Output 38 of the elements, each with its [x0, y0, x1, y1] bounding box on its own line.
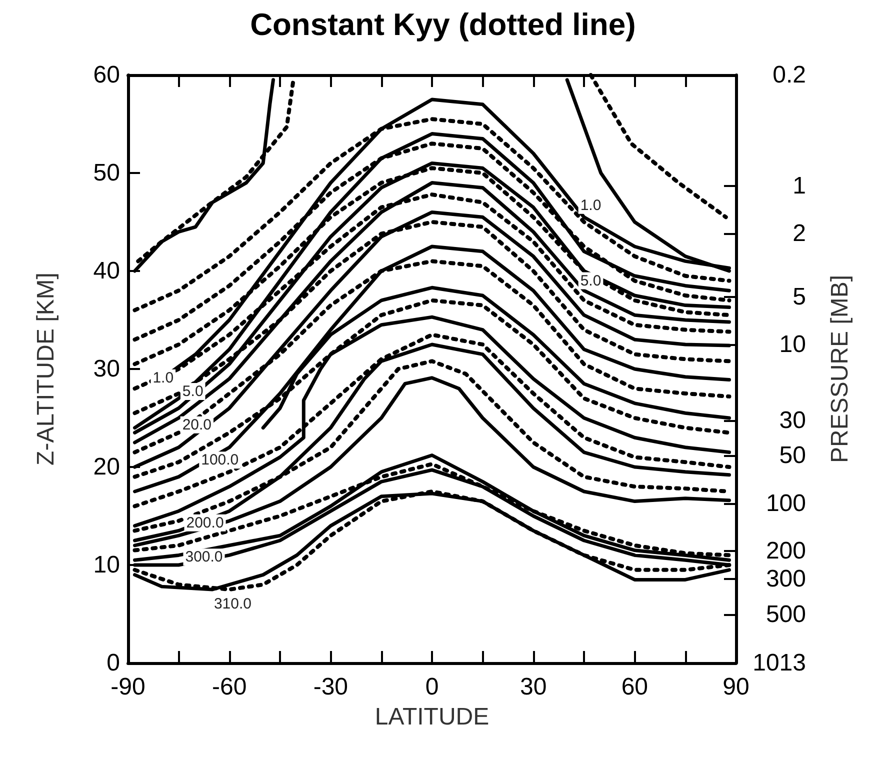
- y2-tick-label: 100: [766, 490, 806, 517]
- y2-tick-label: 30: [779, 406, 806, 434]
- y2-tick-label: 2: [792, 220, 806, 248]
- y2-tick-label: 1013: [752, 650, 806, 676]
- annotation: 5.0: [580, 272, 602, 290]
- y2-tick-label: 200: [766, 538, 806, 565]
- chart-title: Constant Kyy (dotted line): [250, 7, 636, 42]
- x-axis-title: LATITUDE: [374, 704, 490, 730]
- y-tick-label: 0: [106, 650, 120, 676]
- annotation: 100.0: [201, 452, 239, 469]
- annotation: 5.0: [182, 383, 204, 400]
- y-tick-label: 20: [93, 454, 120, 480]
- annotation: 20.0: [182, 416, 212, 434]
- y2-axis-title: PRESSURE [MB]: [826, 274, 854, 464]
- y-axis-title: Z-ALTITUDE [KM]: [32, 272, 60, 466]
- y2-tick-label: 10: [779, 331, 806, 358]
- annotation: 1.0: [580, 196, 602, 214]
- annotation: 200.0: [186, 514, 224, 532]
- y2-tick-label: 50: [779, 442, 806, 470]
- x-tick-label: 30: [520, 674, 547, 700]
- y2-tick-label: 300: [766, 566, 806, 593]
- y2-tick-label: 0.2: [772, 62, 806, 88]
- x-tick-label: -30: [313, 674, 348, 700]
- annotation: 300.0: [185, 548, 223, 566]
- y-tick-label: 10: [93, 552, 120, 578]
- x-tick-label: -90: [110, 674, 146, 700]
- x-tick-label: 60: [621, 674, 648, 700]
- x-tick-label: 0: [425, 674, 439, 700]
- y-tick-label: 30: [93, 356, 120, 382]
- y-tick-label: 60: [93, 62, 120, 88]
- y-tick-label: 40: [93, 258, 120, 284]
- y2-tick-label: 5: [792, 283, 806, 310]
- y2-tick-label: 1: [792, 172, 806, 200]
- x-tick-label: 90: [722, 674, 750, 700]
- y2-tick-label: 500: [766, 600, 806, 628]
- y-tick-label: 50: [93, 160, 120, 186]
- x-tick-label: -60: [212, 674, 247, 700]
- annotation: 310.0: [214, 596, 252, 613]
